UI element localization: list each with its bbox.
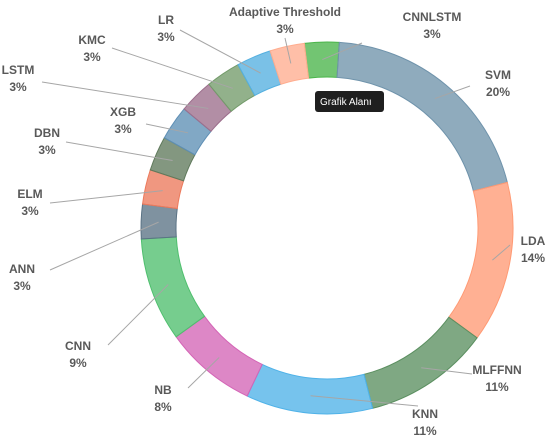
leader-line [179,29,261,74]
slice-value-label: 3% [38,143,56,157]
tooltip-text: Grafik Alanı [320,97,372,108]
leader-line [187,357,220,389]
slice-value-label: 3% [114,122,132,136]
leader-line-group [41,29,511,407]
slice-value-label: 9% [69,356,87,370]
slice-value-label: 3% [276,22,294,36]
slice-category-label: LR [158,13,174,27]
slice-category-label: CNNLSTM [403,10,462,24]
leader-line [107,284,169,346]
slice-mlffnn[interactable] [363,316,478,409]
slice-cnnlstm[interactable] [303,41,340,79]
leader-line [65,141,173,162]
leader-line [434,85,471,100]
tooltip-box [315,91,384,112]
slice-category-label: DBN [34,126,60,140]
slice-category-label: CNN [65,339,91,353]
slice-nb[interactable] [175,315,263,397]
leader-line [145,123,189,134]
leader-line [111,47,233,89]
slice-svm[interactable] [336,41,508,192]
slice-category-label: ELM [17,187,42,201]
slice-value-label: 20% [486,85,510,99]
leader-line [322,42,363,61]
slice-ann[interactable] [140,203,178,240]
slice-value-label: 8% [154,400,172,414]
slice-category-label: SVM [485,68,511,82]
leader-line [421,367,473,375]
slice-category-label: KMC [78,33,106,47]
slice-category-label: KNN [412,407,438,421]
leader-line [492,244,511,261]
slice-value-label: 3% [423,27,441,41]
slice-category-label: XGB [110,105,136,119]
slice-category-label: NB [154,383,172,397]
slice-value-label: 3% [83,50,101,64]
slice-category-label: MLFFNN [472,363,521,377]
slice-knn[interactable] [246,363,374,415]
leader-line [41,81,209,109]
slice-adaptive-threshold[interactable] [269,42,310,85]
slice-category-label: ANN [9,262,35,276]
slice-value-label: 14% [521,251,545,265]
slice-group [140,41,514,415]
leader-line [284,37,292,64]
slice-value-label: 3% [13,279,31,293]
leader-line [49,190,163,204]
slice-lda[interactable] [448,181,514,339]
leader-line [310,395,419,407]
slice-value-label: 11% [485,380,509,394]
slice-cnn[interactable] [140,236,206,338]
slice-category-label: LSTM [2,63,35,77]
slice-value-label: 3% [157,30,175,44]
tooltip: Grafik Alanı [315,91,384,112]
slice-value-label: 3% [21,204,39,218]
slice-value-label: 3% [9,80,27,94]
leader-line [49,221,159,271]
slice-category-label: Adaptive Threshold [229,5,341,19]
slice-category-label: LDA [521,234,546,248]
slice-value-label: 11% [413,424,437,438]
label-group: CNNLSTM3%SVM20%LDA14%MLFFNN11%KNN11%NB8%… [2,5,546,438]
